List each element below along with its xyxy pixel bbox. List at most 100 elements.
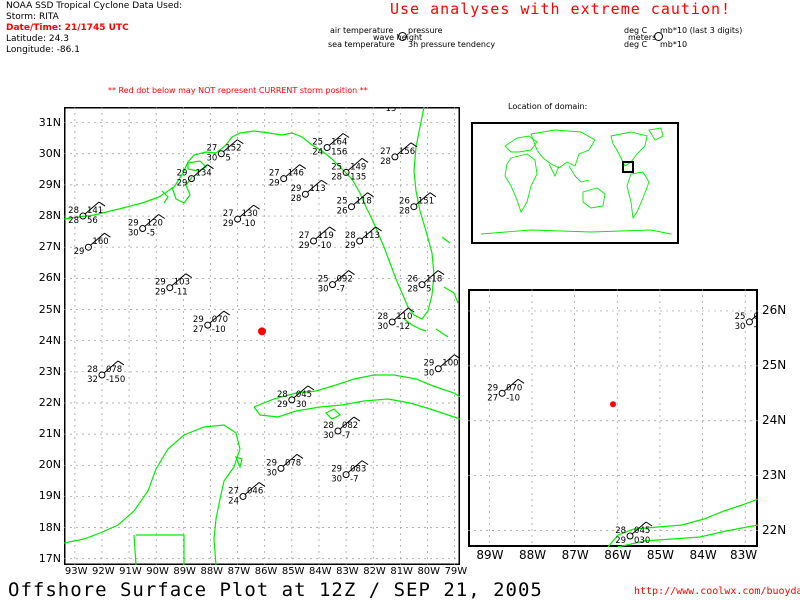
wind-barb-flag-icon [185,273,193,279]
station-temp-label: 27 [228,486,239,496]
inset-grid [468,289,758,547]
lon-tick-label: 89W [173,566,196,577]
lat-tick-label: 18N [38,520,61,534]
lon-tick-label: 88W [200,566,224,577]
inset-lon-tick-label: 88W [518,548,547,562]
legend-sea-temp: sea temperature [328,40,395,49]
station-temp-label: 29 [193,315,204,325]
station-pressure-label: -5 [147,229,155,239]
station-pressure-label: -10 [242,219,256,229]
station-temp-label: 28 [277,390,288,400]
station-pressure-label: 141 [87,206,103,216]
station-temp-label: 29 [266,458,277,468]
station-temp-label: 26 [337,207,348,217]
station-temp-label: 28 [377,312,388,322]
station-circle-icon [329,281,337,289]
station-temp-label: 29 [345,241,356,251]
europe [504,135,538,153]
red-dot-note: ** Red dot below may NOT represent CURRE… [108,86,368,95]
lon-tick-label: 93W [64,566,88,577]
station-pressure-label: 113 [364,231,380,241]
station-pressure-label: -12 [396,322,410,332]
lat-tick-label: 22N [38,395,61,409]
station-temp-label: 29 [155,278,166,288]
lon-tick-label: 85W [281,566,305,577]
wind-barb-flag-icon [361,158,369,163]
lon-tick-label: 82W [363,566,386,577]
inset-cuba-south [617,524,758,547]
station-temp-label: 29 [277,400,288,410]
lon-tick-label: 83W [336,566,359,577]
station-circle-icon [334,427,342,435]
inset-lat-tick-label: 24N [762,412,787,427]
station-temp-label: 30 [323,431,334,441]
source-url-link[interactable]: http://www.coolwx.com/buoydata [634,586,800,597]
wind-barb-icon [171,273,187,287]
inset-coastline [607,498,758,547]
wind-barb-flag-icon [98,201,106,207]
wind-barb-flag-icon [353,416,361,422]
storm-position-marker [258,327,266,336]
station-temp-label: 29 [74,247,85,257]
wind-barb-flag-icon [361,460,369,466]
station-temp-label: 27 [487,393,498,403]
wind-barb-icon [347,158,363,171]
station-pressure-label: 164 [331,138,347,148]
station-temp-label: 28 [68,206,79,216]
locator-title: Location of domain: [508,102,588,111]
wind-barb-icon [144,214,159,227]
inset-lon-tick-label: 84W [689,548,717,562]
main-lat-axis: 31N 30N 29N 28N 27N 26N 25N 24N 23N 22N 21N 20N 19N 1… [36,107,64,565]
mexico-inland [133,534,185,565]
wind-barb-icon [631,521,647,535]
station-circle-icon [434,365,442,373]
south-america [626,171,650,220]
inset-storm-marker [610,401,616,408]
us-gulf-coast [64,107,435,320]
station-pressure-label: 092 [753,312,758,322]
station-temp-label: 28 [407,285,418,295]
plot-title: Offshore Surface Plot at 12Z / SEP 21, 2… [8,579,543,601]
africa [504,153,538,214]
station-temp-label: 29 [177,179,188,189]
wind-barb-flag-icon [329,226,336,232]
station-temp-label: 29 [155,288,166,298]
station-temp-label: 28 [615,526,626,536]
station-circle-icon [280,175,288,183]
station-circle-icon [204,321,212,329]
lat-tick-label: 21N [38,427,61,441]
station-temp-label: 28 [68,216,79,226]
wind-barb-icon [439,354,455,368]
wind-barb-flag-icon [237,139,244,145]
station-temp-label: 28 [331,172,342,182]
wind-barb-flag-icon [117,360,125,366]
wind-barb-flag-icon [321,179,328,185]
station-pressure-label: 070 [212,315,228,325]
inset-lon-tick-label: 89W [476,548,504,562]
wind-barb-icon [307,179,322,193]
station-temp-label: 30 [128,229,139,239]
station-temp-label: 28 [345,231,356,241]
wind-barb-icon [84,201,100,215]
station-pressure-label: 5 [225,154,230,164]
lat-tick-label: 23N [38,364,61,378]
wind-barb-icon [339,416,355,430]
station-circle-icon [84,243,92,251]
lat-tick-label: 20N [38,458,61,472]
wind-barb-icon [347,460,363,474]
station-pressure-label: 5 [426,285,431,295]
longitude-label: Longitude: -86.1 [6,45,80,55]
units-tendency: mb*10 [660,40,688,49]
source-label: NOAA SSD Tropical Cyclone Data Used: [6,1,183,11]
legend-pressure: pressure [408,26,443,35]
inset-lon-axis: 89W 88W 87W 86W 85W 84W 83W [468,548,758,564]
station-circle-icon [745,318,753,326]
station-circle-icon [410,203,418,211]
